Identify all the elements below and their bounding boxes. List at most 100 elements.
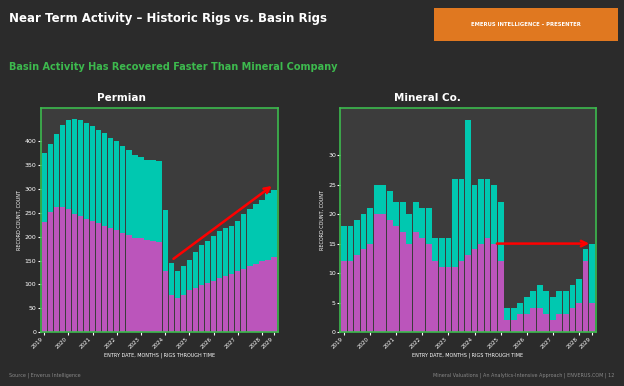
- Bar: [265, 193, 271, 332]
- Bar: [235, 271, 240, 332]
- Bar: [485, 179, 490, 332]
- Bar: [341, 261, 347, 332]
- Bar: [472, 249, 477, 332]
- Bar: [260, 261, 265, 332]
- Bar: [211, 281, 217, 332]
- Text: Basin Activity Has Recovered Faster Than Mineral Company: Basin Activity Has Recovered Faster Than…: [9, 62, 338, 72]
- Bar: [459, 261, 464, 332]
- Bar: [42, 222, 47, 332]
- Bar: [84, 218, 89, 332]
- Bar: [504, 320, 510, 332]
- Bar: [348, 226, 353, 332]
- Bar: [66, 209, 71, 332]
- Bar: [354, 220, 360, 332]
- Text: Mineral Co.: Mineral Co.: [394, 93, 461, 103]
- Bar: [181, 295, 186, 332]
- Bar: [157, 242, 162, 332]
- Bar: [550, 320, 556, 332]
- Bar: [361, 214, 366, 332]
- Bar: [78, 120, 83, 332]
- Bar: [583, 261, 588, 332]
- Bar: [42, 153, 47, 332]
- Bar: [139, 238, 144, 332]
- Bar: [348, 261, 353, 332]
- Bar: [114, 141, 119, 332]
- Bar: [78, 216, 83, 332]
- Bar: [524, 314, 530, 332]
- Bar: [380, 214, 386, 332]
- Bar: [517, 314, 523, 332]
- Bar: [452, 179, 458, 332]
- Bar: [413, 202, 419, 332]
- Bar: [54, 134, 59, 332]
- Bar: [498, 261, 504, 332]
- Bar: [102, 133, 107, 332]
- Bar: [387, 220, 392, 332]
- Bar: [168, 295, 174, 332]
- Bar: [260, 200, 265, 332]
- Bar: [544, 314, 549, 332]
- Bar: [96, 223, 101, 332]
- Bar: [187, 290, 192, 332]
- Bar: [446, 238, 451, 332]
- Bar: [341, 226, 347, 332]
- Bar: [114, 230, 119, 332]
- Bar: [426, 208, 432, 332]
- Bar: [102, 226, 107, 332]
- Bar: [120, 146, 125, 332]
- Bar: [211, 236, 217, 332]
- Bar: [253, 204, 258, 332]
- Bar: [247, 266, 253, 332]
- Text: EMERUS INTELLIGENCE – PRESENTER: EMERUS INTELLIGENCE – PRESENTER: [470, 22, 581, 27]
- Bar: [557, 291, 562, 332]
- Bar: [537, 308, 543, 332]
- Bar: [157, 161, 162, 332]
- Bar: [120, 233, 125, 332]
- Bar: [504, 308, 510, 332]
- Bar: [126, 150, 132, 332]
- Bar: [576, 279, 582, 332]
- Bar: [544, 291, 549, 332]
- Bar: [229, 226, 235, 332]
- Bar: [478, 179, 484, 332]
- Bar: [576, 303, 582, 332]
- Bar: [583, 249, 588, 332]
- Bar: [60, 207, 65, 332]
- Bar: [439, 238, 445, 332]
- Bar: [168, 263, 174, 332]
- Bar: [139, 157, 144, 332]
- Bar: [557, 314, 562, 332]
- Bar: [205, 283, 210, 332]
- Bar: [84, 123, 89, 332]
- Bar: [570, 308, 575, 332]
- Bar: [150, 161, 156, 332]
- Bar: [485, 238, 490, 332]
- Bar: [271, 257, 276, 332]
- Bar: [47, 144, 53, 332]
- Bar: [96, 130, 101, 332]
- Bar: [498, 202, 504, 332]
- Bar: [162, 271, 168, 332]
- Bar: [400, 232, 406, 332]
- Bar: [530, 308, 536, 332]
- Bar: [374, 214, 379, 332]
- Bar: [229, 274, 235, 332]
- Bar: [241, 214, 246, 332]
- Bar: [517, 303, 523, 332]
- Bar: [247, 209, 253, 332]
- Bar: [380, 185, 386, 332]
- Bar: [90, 222, 95, 332]
- Bar: [393, 226, 399, 332]
- Bar: [439, 267, 445, 332]
- Text: Near Term Activity – Historic Rigs vs. Basin Rigs: Near Term Activity – Historic Rigs vs. B…: [9, 12, 328, 25]
- Bar: [452, 267, 458, 332]
- Bar: [199, 245, 204, 332]
- Bar: [253, 264, 258, 332]
- Bar: [108, 138, 114, 332]
- Bar: [563, 314, 568, 332]
- Bar: [368, 208, 373, 332]
- Bar: [150, 240, 156, 332]
- Bar: [368, 244, 373, 332]
- Bar: [361, 249, 366, 332]
- Bar: [175, 298, 180, 332]
